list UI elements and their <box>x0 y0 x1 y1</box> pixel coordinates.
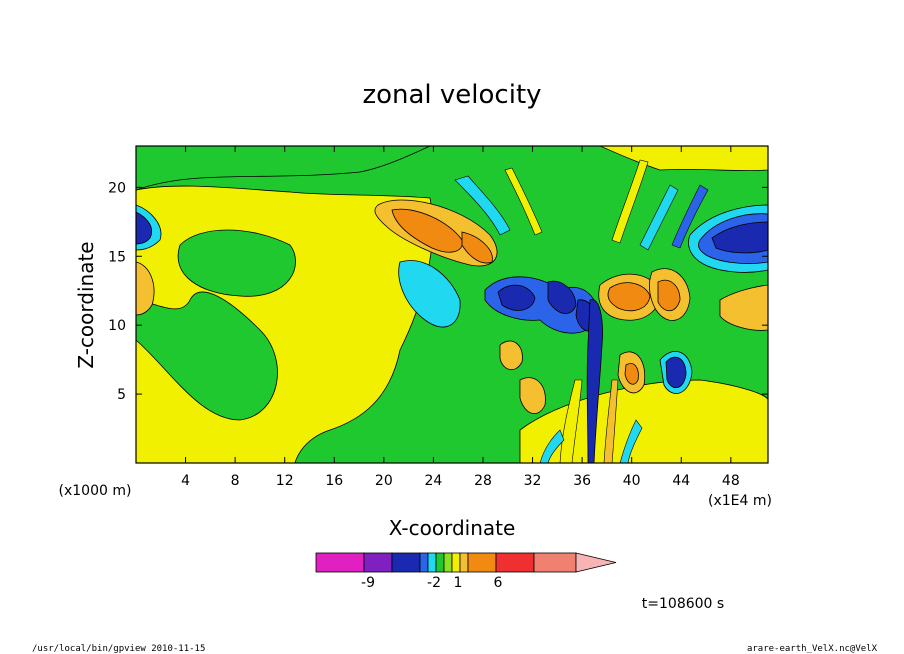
x-tick-label: 32 <box>524 473 542 489</box>
colorbar-tick-label: -2 <box>427 575 441 591</box>
plot-area <box>136 146 768 463</box>
colorbar-segment <box>435 552 445 573</box>
y-tick-label: 5 <box>117 387 126 403</box>
colorbar-segment <box>451 552 461 573</box>
contour-region <box>559 379 583 463</box>
colorbar-tick-label: 6 <box>494 575 503 591</box>
contour-region <box>136 211 153 245</box>
colorbar-segment <box>391 552 421 573</box>
contour-region <box>177 229 296 297</box>
contour-region <box>611 159 649 244</box>
colorbar-segment <box>533 552 577 573</box>
y-tick-label: 20 <box>108 180 126 196</box>
x-tick-label: 4 <box>181 473 190 489</box>
x-tick-label: 8 <box>231 473 240 489</box>
contour-region <box>599 146 768 171</box>
contour-region <box>497 284 536 311</box>
contour-region <box>547 280 577 314</box>
x-tick-label: 28 <box>474 473 492 489</box>
footer-left: /usr/local/bin/gpview 2010-11-15 <box>32 644 205 654</box>
x-tick-label: 24 <box>424 473 442 489</box>
colorbar-tick-label: -9 <box>361 575 375 591</box>
y-tick-label: 10 <box>108 318 126 334</box>
plot-frame <box>135 145 769 464</box>
contour-region <box>136 291 278 421</box>
colorbar <box>315 552 617 573</box>
colorbar-segment <box>467 552 497 573</box>
x-tick-label: 40 <box>623 473 641 489</box>
chart-title: zonal velocity <box>362 80 541 110</box>
x-axis-label: X-coordinate <box>389 516 516 540</box>
contour-region <box>539 429 565 463</box>
colorbar-tick-labels: -9 -2 1 6 <box>361 575 503 591</box>
contour-region <box>719 284 768 331</box>
contour-region <box>603 379 619 463</box>
contour-region <box>624 363 639 385</box>
x-tick-label: 36 <box>573 473 591 489</box>
contour-region <box>607 282 651 312</box>
contour-region <box>136 146 431 191</box>
colorbar-extend-arrow <box>575 552 617 573</box>
contour-region <box>665 356 687 388</box>
contour-region <box>639 184 679 251</box>
colorbar-tick-label: 1 <box>454 575 463 591</box>
x-scale-label: (x1E4 m) <box>708 493 772 509</box>
contour-region <box>454 175 511 236</box>
colorbar-segment <box>443 552 453 573</box>
x-tick-label: 20 <box>375 473 393 489</box>
contour-region <box>136 261 155 316</box>
x-axis-ticks: 4 8 12 16 20 24 28 32 36 40 44 48 <box>181 146 740 489</box>
contour-region <box>657 279 681 312</box>
contour-region <box>504 167 543 236</box>
contour-region <box>711 221 768 254</box>
colorbar-segment <box>459 552 469 573</box>
contour-region <box>461 231 493 264</box>
x-tick-label: 12 <box>276 473 294 489</box>
x-tick-label: 44 <box>672 473 690 489</box>
contour-region <box>671 184 709 249</box>
contour-region <box>619 419 643 463</box>
colorbar-segment <box>315 552 365 573</box>
y-axis-label: Z-coordinate <box>74 241 98 368</box>
contour-region <box>391 208 463 253</box>
contour-region <box>398 260 461 328</box>
colorbar-segment <box>427 552 437 573</box>
footer-right: arare-earth_VelX.nc@VelX <box>747 644 878 654</box>
y-axis-ticks: 5 10 15 20 <box>108 180 768 403</box>
y-tick-label: 15 <box>108 249 126 265</box>
contour-region <box>499 340 523 371</box>
contour-region <box>519 377 546 414</box>
time-label: t=108600 s <box>642 596 724 612</box>
colorbar-segment <box>363 552 393 573</box>
x-unit-label: (x1000 m) <box>59 483 132 499</box>
x-tick-label: 16 <box>325 473 343 489</box>
colorbar-segment <box>495 552 535 573</box>
colorbar-segment <box>419 552 429 573</box>
contour-region <box>586 299 603 463</box>
x-tick-label: 48 <box>722 473 740 489</box>
